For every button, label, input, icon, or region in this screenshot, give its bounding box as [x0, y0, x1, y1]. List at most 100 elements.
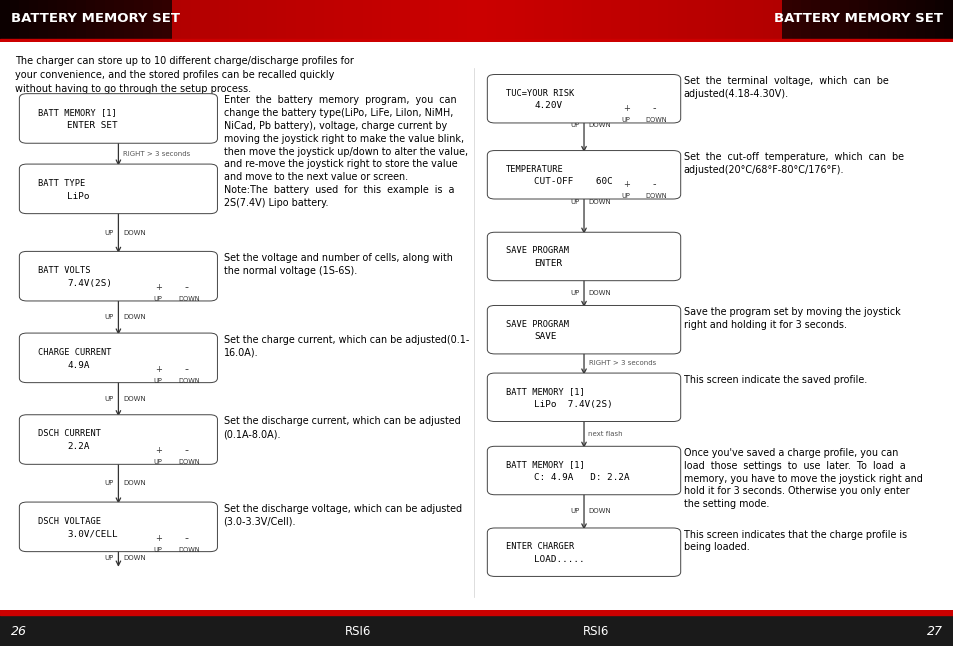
Text: Enter  the  battery  memory  program,  you  can
change the battery type(LiPo, Li: Enter the battery memory program, you ca…: [223, 96, 467, 208]
Text: DOWN: DOWN: [123, 229, 146, 236]
Text: DOWN: DOWN: [123, 556, 146, 561]
Text: 2.2A: 2.2A: [67, 443, 90, 452]
Text: DOWN: DOWN: [588, 123, 611, 129]
Text: UP: UP: [570, 508, 578, 514]
Text: -: -: [184, 282, 189, 292]
Text: The charger can store up to 10 different charge/discharge profiles for
your conv: The charger can store up to 10 different…: [15, 56, 354, 94]
Text: SAVE PROGRAM: SAVE PROGRAM: [506, 320, 569, 329]
Text: +: +: [154, 534, 162, 543]
FancyBboxPatch shape: [19, 415, 217, 464]
Text: UP: UP: [570, 123, 578, 129]
FancyBboxPatch shape: [19, 502, 217, 552]
Text: DOWN: DOWN: [123, 314, 146, 320]
Text: DOWN: DOWN: [178, 547, 200, 552]
FancyBboxPatch shape: [487, 74, 680, 123]
Text: 26: 26: [11, 625, 28, 638]
FancyBboxPatch shape: [487, 528, 680, 576]
Bar: [0, 39, 953, 42]
Text: ENTER SET: ENTER SET: [67, 121, 117, 130]
Text: DOWN: DOWN: [588, 198, 611, 205]
Text: Set  the  cut-off  temperature,  which  can  be
adjusted(20°C/68°F-80°C/176°F).: Set the cut-off temperature, which can b…: [682, 152, 902, 175]
Text: Set the charge current, which can be adjusted(0.1-
16.0A).: Set the charge current, which can be adj…: [223, 335, 469, 358]
FancyBboxPatch shape: [487, 233, 680, 280]
Text: BATT MEMORY [1]: BATT MEMORY [1]: [506, 387, 584, 396]
Bar: [0, 610, 953, 615]
Text: LiPo  7.4V(2S): LiPo 7.4V(2S): [534, 400, 612, 409]
Text: DSCH CURRENT: DSCH CURRENT: [38, 430, 101, 439]
Text: CHARGE CURRENT: CHARGE CURRENT: [38, 348, 112, 357]
Text: CUT-OFF    60C: CUT-OFF 60C: [534, 178, 612, 187]
Text: DOWN: DOWN: [123, 396, 146, 402]
Text: DOWN: DOWN: [645, 117, 666, 123]
Text: Save the program set by moving the joystick
right and holding it for 3 seconds.: Save the program set by moving the joyst…: [682, 307, 900, 330]
Text: This screen indicate the saved profile.: This screen indicate the saved profile.: [682, 375, 866, 385]
Text: BATTERY MEMORY SET: BATTERY MEMORY SET: [11, 12, 180, 25]
Text: C: 4.9A   D: 2.2A: C: 4.9A D: 2.2A: [534, 473, 629, 482]
Text: This screen indicates that the charge profile is
being loaded.: This screen indicates that the charge pr…: [682, 530, 905, 552]
Text: UP: UP: [104, 314, 113, 320]
Text: LiPo: LiPo: [67, 192, 90, 201]
Text: SAVE: SAVE: [534, 332, 556, 341]
Text: ENTER CHARGER: ENTER CHARGER: [506, 542, 574, 551]
Text: next flash: next flash: [587, 431, 621, 437]
FancyBboxPatch shape: [19, 94, 217, 143]
Text: UP: UP: [153, 296, 163, 302]
Text: BATT TYPE: BATT TYPE: [38, 179, 86, 188]
FancyBboxPatch shape: [19, 333, 217, 382]
Text: DOWN: DOWN: [588, 508, 611, 514]
Text: +: +: [622, 180, 629, 189]
Text: DOWN: DOWN: [178, 377, 200, 384]
Text: 3.0V/CELL: 3.0V/CELL: [67, 530, 117, 539]
Text: ENTER: ENTER: [534, 259, 561, 268]
Text: UP: UP: [153, 547, 163, 552]
Text: 4.20V: 4.20V: [534, 101, 561, 110]
Text: UP: UP: [104, 556, 113, 561]
Text: DOWN: DOWN: [645, 193, 666, 199]
Text: BATT MEMORY [1]: BATT MEMORY [1]: [506, 461, 584, 470]
FancyBboxPatch shape: [487, 446, 680, 495]
Text: UP: UP: [153, 459, 163, 465]
Text: UP: UP: [104, 396, 113, 402]
Text: 4.9A: 4.9A: [67, 360, 90, 370]
Text: -: -: [652, 103, 656, 113]
Text: RSI6: RSI6: [344, 625, 371, 638]
Text: SAVE PROGRAM: SAVE PROGRAM: [506, 246, 569, 255]
Text: -: -: [184, 364, 189, 373]
Text: -: -: [652, 179, 656, 189]
Text: 7.4V(2S): 7.4V(2S): [67, 279, 112, 288]
Text: Set the discharge voltage, which can be adjusted
(3.0-3.3V/Cell).: Set the discharge voltage, which can be …: [223, 504, 461, 526]
FancyBboxPatch shape: [19, 251, 217, 301]
Text: TEMPERATURE: TEMPERATURE: [506, 165, 563, 174]
Text: UP: UP: [104, 480, 113, 486]
Text: +: +: [622, 104, 629, 113]
Text: Set the voltage and number of cells, along with
the normal voltage (1S-6S).: Set the voltage and number of cells, alo…: [223, 253, 452, 276]
Text: RIGHT > 3 seconds: RIGHT > 3 seconds: [123, 151, 191, 157]
FancyBboxPatch shape: [487, 373, 680, 421]
FancyBboxPatch shape: [487, 151, 680, 199]
Text: Once you've saved a charge profile, you can
load  those  settings  to  use  late: Once you've saved a charge profile, you …: [682, 448, 922, 509]
Text: BATT VOLTS: BATT VOLTS: [38, 266, 91, 275]
Text: DSCH VOLTAGE: DSCH VOLTAGE: [38, 517, 101, 526]
Text: DOWN: DOWN: [123, 480, 146, 486]
Text: 27: 27: [925, 625, 942, 638]
FancyBboxPatch shape: [19, 164, 217, 214]
Text: RIGHT > 3 seconds: RIGHT > 3 seconds: [588, 360, 656, 366]
Text: +: +: [154, 283, 162, 292]
Text: UP: UP: [621, 193, 630, 199]
Text: Set the discharge current, which can be adjusted
(0.1A-8.0A).: Set the discharge current, which can be …: [223, 417, 459, 439]
Text: RSI6: RSI6: [582, 625, 609, 638]
Text: DOWN: DOWN: [178, 296, 200, 302]
Text: TUC=YOUR RISK: TUC=YOUR RISK: [506, 89, 574, 98]
Text: UP: UP: [570, 290, 578, 296]
Text: DOWN: DOWN: [588, 290, 611, 296]
Text: LOAD.....: LOAD.....: [534, 555, 584, 564]
Text: UP: UP: [570, 198, 578, 205]
Text: UP: UP: [153, 377, 163, 384]
Text: BATT MEMORY [1]: BATT MEMORY [1]: [38, 109, 117, 118]
Text: BATTERY MEMORY SET: BATTERY MEMORY SET: [773, 12, 942, 25]
Text: -: -: [184, 532, 189, 543]
Text: +: +: [154, 364, 162, 373]
Text: -: -: [184, 445, 189, 455]
Text: UP: UP: [104, 229, 113, 236]
Text: UP: UP: [621, 117, 630, 123]
